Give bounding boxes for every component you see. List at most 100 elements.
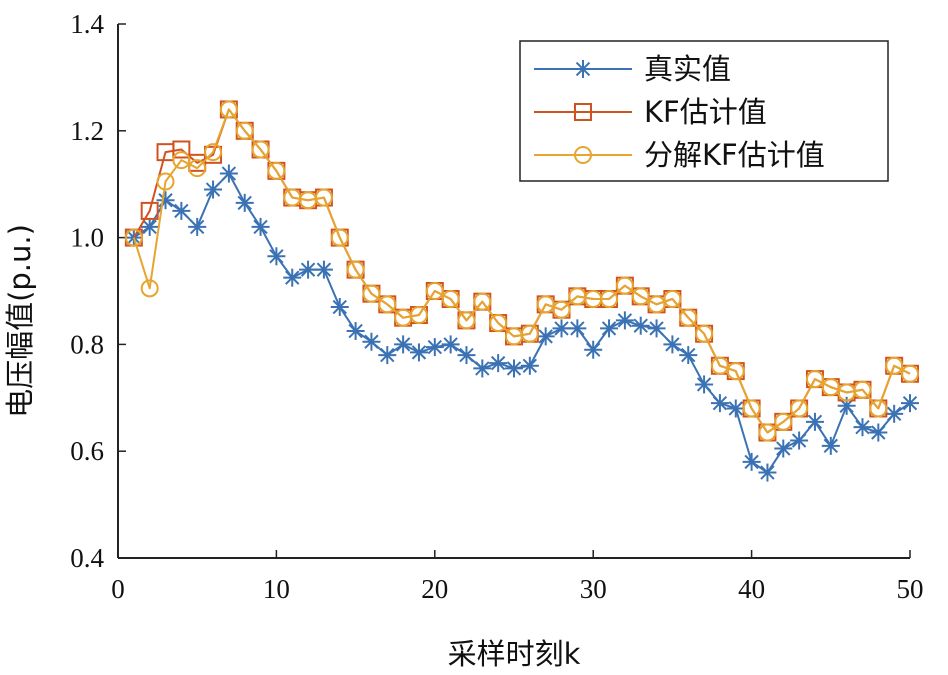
series-3-point (695, 324, 714, 343)
series-1-point (473, 359, 492, 378)
series-1-point (204, 180, 223, 199)
series-3-point (710, 356, 729, 375)
series-3-point (425, 282, 444, 300)
x-axis-ticks: 0 10 20 30 40 50 (111, 550, 924, 604)
series-3-point (600, 290, 619, 309)
series-2-point (172, 140, 191, 159)
series-3-point (378, 295, 397, 314)
series-3-point (679, 308, 698, 327)
series-3-point (314, 188, 333, 207)
y-axis-title: 电压幅值(p.u.) (3, 224, 37, 418)
series-3-point (774, 412, 793, 431)
series-1-point (219, 164, 238, 183)
series-1-point (267, 247, 286, 266)
series-1-point (457, 346, 476, 365)
series-3-point (188, 159, 207, 178)
series-1-point (853, 418, 872, 437)
y-tick-label: 0.4 (70, 543, 104, 573)
series-1-point (584, 340, 603, 359)
series-1-point (600, 319, 619, 338)
legend-item-1: 真实值 (534, 52, 731, 86)
legend-label: KF估计值 (644, 95, 767, 129)
series-1-point (299, 260, 318, 279)
series-1-point (821, 436, 840, 455)
series-3-point (172, 151, 191, 170)
series-1-point (409, 343, 428, 362)
x-tick-label: 20 (421, 574, 448, 604)
series-3-point (552, 300, 571, 319)
x-tick-label: 10 (263, 574, 290, 604)
series-1-point (346, 322, 365, 341)
series-1-point (378, 346, 397, 365)
series-3-point (140, 279, 159, 298)
series-1-point (536, 327, 555, 346)
series-1-point (615, 311, 634, 330)
axes: 0 10 20 30 40 50 0.4 0.6 0.8 1.0 1.2 1.4 (70, 9, 923, 604)
series-2-point (140, 201, 159, 220)
y-axis-ticks: 0.4 0.6 0.8 1.0 1.2 1.4 (70, 9, 126, 573)
legend-label: 真实值 (644, 52, 731, 86)
series-1-point (695, 375, 714, 394)
y-tick-label: 1.0 (70, 223, 104, 253)
series-1-point (774, 439, 793, 458)
series-3-point (251, 140, 270, 159)
series-3-point (536, 295, 555, 314)
series-3-point (441, 290, 460, 309)
series-3-point (869, 399, 888, 418)
y-tick-label: 1.4 (70, 9, 104, 39)
series-1-point (425, 338, 444, 357)
series-1-point (520, 356, 539, 375)
series-1-point (568, 319, 587, 338)
series-1-point (283, 268, 302, 287)
series-1-point (805, 412, 824, 431)
series-1-point (885, 404, 904, 423)
series-1-point (172, 201, 191, 220)
series-1-point (314, 260, 333, 279)
series-1-point (140, 217, 159, 236)
series-3-point (409, 306, 428, 325)
series-1-point (235, 193, 254, 212)
series-3-point (615, 276, 634, 295)
x-tick-label: 40 (738, 574, 765, 604)
series-1-point (394, 335, 413, 354)
series-3-point (821, 378, 840, 397)
series-3 (124, 100, 919, 442)
series-1 (124, 164, 919, 482)
series-3-point (901, 364, 919, 383)
series-1-point (188, 217, 207, 236)
series-1-line (133, 172, 911, 474)
x-tick-label: 30 (580, 574, 607, 604)
series-3-point (124, 228, 143, 247)
series-3-point (631, 287, 650, 306)
series-3-point (156, 172, 175, 191)
series-1-point (489, 354, 508, 373)
legend-label: 分解KF估计值 (644, 138, 825, 172)
y-tick-label: 0.6 (70, 436, 104, 466)
series-3-point (204, 143, 223, 162)
series-3-point (742, 399, 761, 418)
series-1-point (663, 335, 682, 354)
series-3-point (346, 260, 365, 279)
series-3-point (219, 100, 238, 119)
series-1-point (710, 394, 729, 413)
series-3-point (663, 290, 682, 309)
series-3-point (885, 356, 904, 375)
series-1-point (679, 346, 698, 365)
series-3-point (362, 284, 381, 303)
series-1-point (647, 319, 666, 338)
series-1-point (837, 396, 856, 415)
y-tick-label: 1.2 (70, 116, 104, 146)
series-1-point (758, 463, 777, 482)
series-1-point (251, 217, 270, 236)
y-tick-label: 0.8 (70, 329, 104, 359)
x-tick-label: 0 (111, 574, 125, 604)
series-3-point (805, 370, 824, 389)
series-1-point (901, 394, 919, 413)
series-1-point (742, 452, 761, 471)
series-1-point (156, 191, 175, 210)
series-3-point (489, 314, 508, 333)
series-1-point (552, 319, 571, 338)
series-3-point (790, 399, 809, 418)
